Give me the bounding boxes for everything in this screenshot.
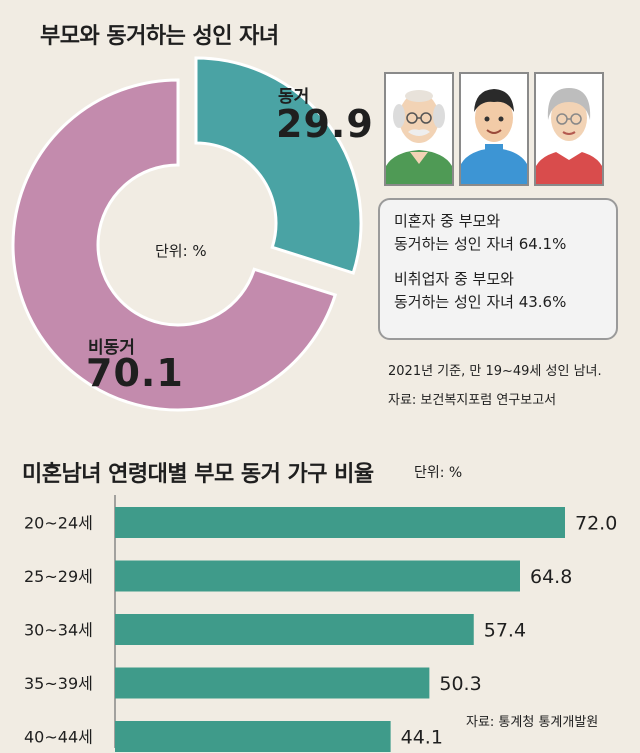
bar-category-label: 35~39세 — [24, 674, 93, 693]
donut-slice-cohabit — [194, 56, 363, 275]
bar-0 — [115, 507, 565, 538]
bar-2 — [115, 614, 474, 645]
young-man-icon — [459, 72, 529, 186]
info-line2a: 비취업자 중 부모와 — [394, 270, 514, 288]
bar-chart-title: 미혼남녀 연령대별 부모 동거 가구 비율 — [22, 462, 374, 487]
elderly-man-icon — [384, 72, 454, 186]
donut-label-cohabit: 동거 — [278, 87, 310, 107]
donut-value-cohabit: 29.9 — [276, 102, 374, 146]
bar-chart-unit: 단위: % — [414, 465, 463, 481]
elderly-woman-icon — [534, 72, 604, 186]
bar-value-label: 72.0 — [575, 513, 617, 535]
bar-chart-source: 자료: 통계청 통계개발원 — [466, 715, 599, 730]
bar-value-label: 57.4 — [484, 620, 526, 642]
bar-4 — [115, 721, 391, 752]
donut-value-separate: 70.1 — [86, 351, 184, 395]
donut-label-separate: 비동거 — [88, 338, 135, 358]
donut-source: 자료: 보건복지포럼 연구보고서 — [388, 393, 557, 408]
donut-unit: 단위: % — [155, 242, 207, 260]
bar-category-label: 40~44세 — [24, 728, 93, 747]
donut-footnote: 2021년 기준, 만 19~49세 성인 남녀. — [388, 364, 602, 379]
donut-title: 부모와 동거하는 성인 자녀 — [40, 24, 279, 49]
bar-category-label: 25~29세 — [24, 567, 93, 586]
bar-value-label: 64.8 — [530, 566, 572, 588]
donut-slice-separate — [11, 78, 338, 412]
bar-3 — [115, 667, 430, 699]
bar-value-label: 50.3 — [439, 673, 481, 695]
info-line1b: 동거하는 성인 자녀 64.1% — [394, 235, 567, 253]
bar-category-label: 20~24세 — [24, 514, 93, 533]
bar-value-label: 44.1 — [401, 727, 443, 749]
bar-category-label: 30~34세 — [24, 621, 93, 640]
info-line2b: 동거하는 성인 자녀 43.6% — [394, 293, 567, 311]
bar-1 — [115, 560, 520, 592]
info-line1a: 미혼자 중 부모와 — [394, 212, 501, 230]
